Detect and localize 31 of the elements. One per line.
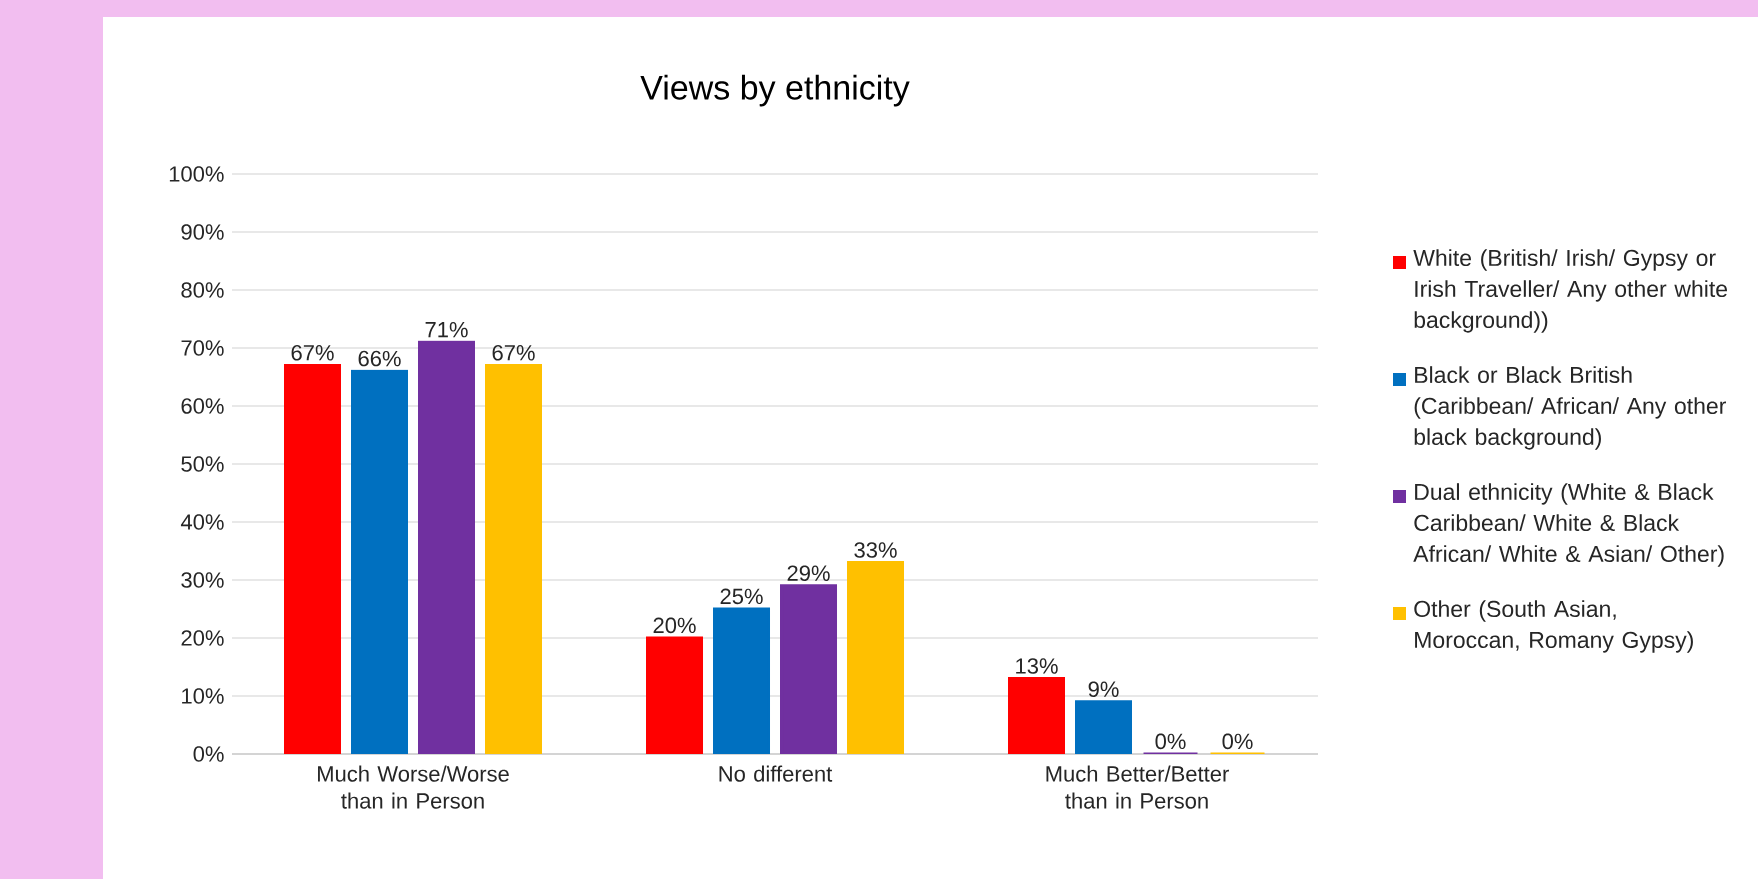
chart-title: Views by ethnicity [640, 74, 910, 107]
y-tick-label: 0% [193, 746, 224, 762]
y-tick-label: 40% [180, 514, 224, 530]
data-label: 66% [358, 350, 401, 367]
y-tick-label: 60% [181, 398, 224, 414]
legend-label: Other (South Asian, Moroccan, Romany Gypsy) [1414, 600, 1693, 653]
y-tick-label: 50% [181, 456, 224, 472]
data-label: 67% [291, 344, 334, 361]
data-label: 71% [425, 321, 468, 338]
y-tick-label: 10% [182, 688, 224, 704]
y-tick-label: 100% [169, 166, 224, 182]
x-tick-label: Much Worse/Worse than in Person [318, 765, 509, 809]
legend-label: White (British/ Irish/ Gypsy or Irish Traveller/ Any other white background)) [1413, 249, 1728, 333]
x-tick-label: No different [719, 765, 833, 782]
data-label: 13% [1016, 658, 1058, 674]
data-label: 9% [1088, 681, 1119, 697]
y-tick-label: 80% [181, 282, 224, 298]
y-tick-label: 70% [181, 340, 224, 356]
data-label: 25% [720, 588, 763, 605]
y-tick-label: 20% [181, 630, 224, 646]
y-tick-label: 90% [181, 224, 224, 240]
data-label: 0% [1155, 733, 1186, 750]
x-tick-label: Much Better/Better than in Person [1046, 765, 1229, 809]
legend-label: Black or Black British (Caribbean/ African/ Any other black background) [1414, 366, 1726, 450]
data-label: 29% [787, 565, 830, 581]
data-label: 0% [1222, 733, 1253, 750]
data-label: 67% [492, 344, 535, 361]
data-label: 20% [653, 617, 696, 634]
legend-label: Dual ethnicity (White & Black Caribbean/ White & Black African/ White & Asian/ Other) [1413, 483, 1724, 567]
data-label: 33% [854, 542, 897, 558]
y-tick-label: 30% [181, 572, 224, 588]
